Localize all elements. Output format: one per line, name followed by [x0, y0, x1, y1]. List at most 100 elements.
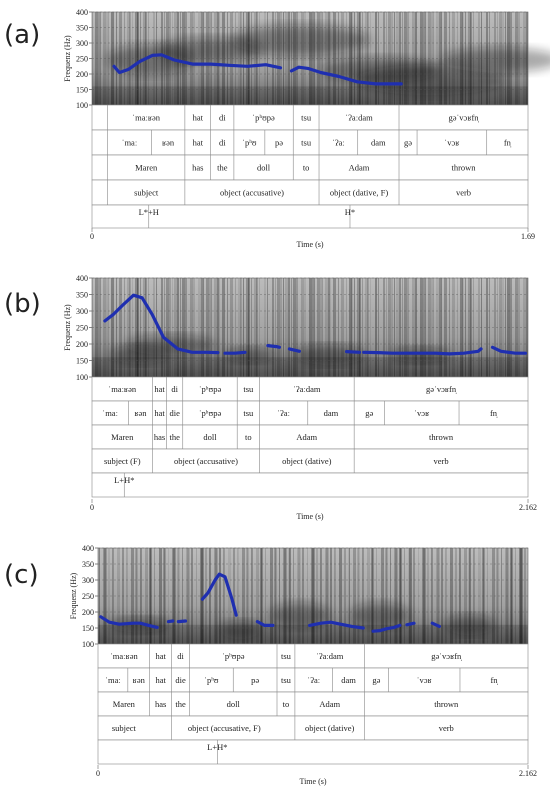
tier-label: die	[175, 675, 186, 685]
spectrogram-striation	[219, 278, 220, 377]
f0-contour-segment	[430, 621, 441, 628]
f0-contour-segment	[103, 293, 220, 355]
tier-label: hat	[193, 138, 204, 148]
x-axis-label: Time (s)	[299, 777, 326, 786]
x-start-label: 0	[96, 769, 100, 778]
spectrogram-energy	[355, 65, 505, 95]
y-tick-label: 250	[76, 55, 88, 64]
spectrogram-striation	[339, 548, 342, 644]
spectrogram-striation	[322, 12, 323, 105]
tier-label: ˈpʰʊpə	[199, 384, 222, 394]
tier-label: ˈʔaː	[307, 675, 320, 685]
spectrogram-striation	[166, 278, 169, 377]
tier-label: gə	[365, 408, 373, 418]
spectrogram-striation	[260, 548, 262, 644]
spectrogram-striation	[246, 278, 249, 377]
tier-label: dam	[341, 675, 356, 685]
spectrogram-striation	[214, 278, 217, 377]
spectrogram-striation	[346, 12, 347, 105]
tier-label: ʁən	[162, 138, 175, 148]
tier-label: hat	[155, 651, 166, 661]
spectrogram-striation	[330, 12, 331, 105]
tier-label: object (accusative)	[174, 456, 238, 466]
spectrogram-striation	[445, 548, 446, 644]
spectrogram-striation	[320, 548, 321, 644]
spectrogram-striation	[501, 548, 502, 644]
tier-label: hat	[154, 408, 165, 418]
spectrogram-striation	[259, 278, 260, 377]
y-tick-label: 350	[82, 560, 94, 569]
tier-label: object (dative)	[282, 456, 331, 466]
spectrogram-energy	[230, 25, 370, 55]
spectrogram-striation	[316, 548, 318, 644]
spectrogram-striation	[510, 278, 512, 377]
tier-label: ˈpʰʊpə	[252, 113, 275, 123]
y-tick-label: 200	[82, 608, 94, 617]
spectrogram-striation	[168, 548, 169, 644]
spectrogram-striation	[237, 548, 238, 644]
tier-label: Adam	[296, 432, 317, 442]
tier-label: subject	[112, 723, 137, 733]
panel-b: (b)	[0, 262, 550, 524]
f0-contour-segment	[405, 621, 416, 627]
tier-label: to	[303, 163, 310, 173]
spectrogram-striation	[251, 278, 252, 377]
tier-label: di	[177, 651, 184, 661]
tier-label: Maren	[111, 432, 134, 442]
y-tick-label: 350	[76, 24, 88, 33]
tier-label: fn̩	[490, 675, 498, 686]
tier-label: fn̩	[504, 138, 512, 149]
tier-label: object (accusative)	[220, 188, 284, 198]
tier-label: ʁən	[134, 408, 147, 418]
y-tick-label: 150	[82, 624, 94, 633]
spectrogram-striation	[293, 278, 296, 377]
tier-label: thrown	[451, 163, 476, 173]
spectrogram-striation	[338, 12, 339, 105]
y-tick-label: 250	[82, 592, 94, 601]
tier-label: ˈʔaːdam	[316, 651, 344, 661]
f0-contour-segment	[287, 347, 301, 353]
spectrogram-striation	[230, 278, 233, 377]
spectrogram-striation	[460, 548, 461, 644]
spectrogram-striation	[330, 278, 331, 377]
f0-contour-segment	[371, 623, 402, 633]
spectrogram-striation	[317, 12, 320, 105]
spectrogram-low-band	[92, 86, 528, 105]
tier-label: tsu	[281, 675, 292, 685]
spectrogram-striation	[341, 12, 344, 105]
y-tick-label: 100	[76, 373, 88, 382]
y-tick-label: 200	[76, 70, 88, 79]
spectrogram-striation	[325, 12, 328, 105]
spectrogram-striation	[492, 548, 495, 644]
tier-label: pə	[251, 675, 259, 685]
tier-label: die	[169, 408, 180, 418]
spectrogram-striation	[164, 548, 166, 644]
spectrogram-striation	[285, 278, 288, 377]
tier-label: ˈpʰʊpə	[222, 651, 245, 661]
spectrogram-striation	[131, 548, 134, 644]
spectrogram-striation	[108, 548, 110, 644]
tier-label: doll	[257, 163, 271, 173]
spectrogram-striation	[470, 278, 472, 377]
spectrogram-striation	[301, 12, 304, 105]
spectrogram-striation	[206, 278, 209, 377]
y-tick-label: 200	[76, 340, 88, 349]
tier-label: ˈmaː	[105, 675, 121, 685]
tier-label: gəˈvɔʁfn̩	[431, 651, 462, 662]
spectrogram-striation	[277, 278, 280, 377]
spectrogram-striation	[322, 278, 323, 377]
y-axis-label: Frequenz (Hz)	[69, 572, 78, 619]
spectrogram-striation	[243, 278, 244, 377]
spectrogram-striation	[341, 278, 344, 377]
spectrogram-striation	[215, 548, 218, 644]
spectrogram-striation	[227, 278, 228, 377]
spectrogram-striation	[395, 548, 398, 644]
tier-label: to	[245, 432, 252, 442]
tier-label: gəˈvɔʁfn̩	[448, 113, 479, 124]
y-tick-label: 300	[76, 307, 88, 316]
tier-label: subject	[134, 188, 159, 198]
spectrogram-striation	[293, 548, 294, 644]
spectrogram-striation	[354, 278, 355, 377]
